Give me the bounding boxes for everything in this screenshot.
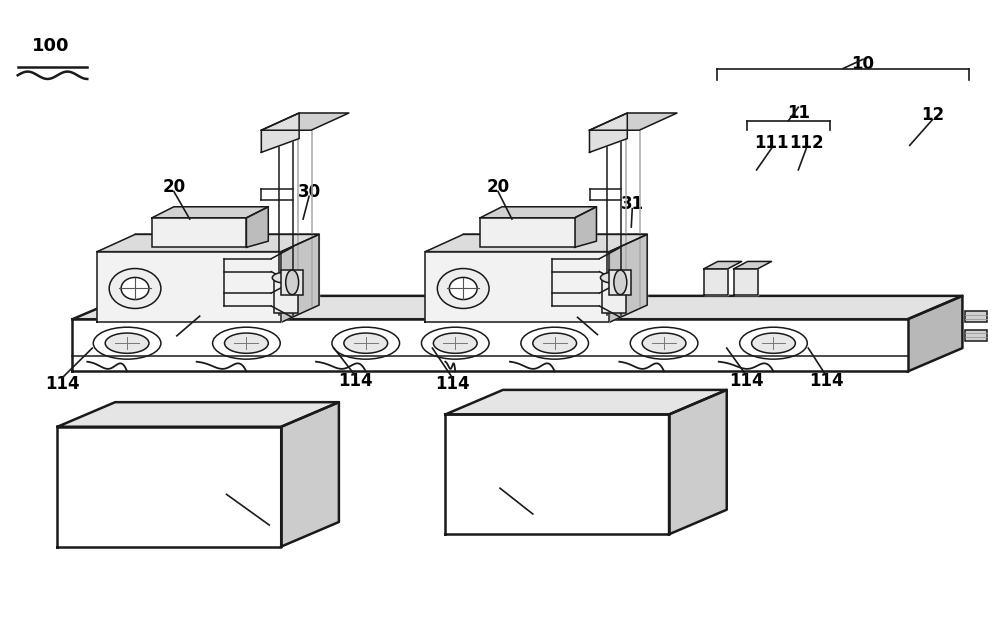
Text: 114: 114 — [809, 371, 843, 389]
Ellipse shape — [630, 327, 698, 359]
Text: 114: 114 — [338, 371, 373, 389]
Polygon shape — [609, 270, 631, 294]
Ellipse shape — [344, 333, 388, 353]
Polygon shape — [445, 390, 727, 414]
Polygon shape — [261, 113, 349, 130]
Text: 11: 11 — [787, 104, 810, 122]
Polygon shape — [609, 234, 647, 322]
Text: 20: 20 — [486, 178, 510, 196]
Text: 114: 114 — [45, 374, 80, 392]
Ellipse shape — [752, 333, 795, 353]
Polygon shape — [425, 234, 647, 252]
Text: 10: 10 — [851, 55, 874, 73]
Text: 114: 114 — [159, 332, 194, 350]
Polygon shape — [261, 113, 299, 153]
Ellipse shape — [225, 333, 268, 353]
Ellipse shape — [433, 333, 477, 353]
Polygon shape — [908, 296, 962, 371]
Polygon shape — [590, 113, 627, 153]
Ellipse shape — [614, 270, 627, 294]
Ellipse shape — [109, 268, 161, 309]
Text: 40: 40 — [258, 522, 281, 540]
Text: 40: 40 — [521, 510, 544, 528]
Text: 111: 111 — [754, 134, 789, 152]
Polygon shape — [734, 262, 771, 269]
Polygon shape — [281, 402, 339, 547]
Text: 114: 114 — [435, 374, 470, 392]
Ellipse shape — [272, 272, 300, 283]
Text: 114: 114 — [729, 371, 764, 389]
Ellipse shape — [332, 327, 400, 359]
Polygon shape — [135, 234, 319, 305]
Text: 31: 31 — [621, 195, 644, 213]
Polygon shape — [281, 270, 303, 294]
Text: 114: 114 — [580, 330, 615, 348]
Polygon shape — [965, 330, 987, 341]
Ellipse shape — [740, 327, 807, 359]
Polygon shape — [152, 207, 268, 218]
Polygon shape — [734, 269, 758, 294]
Polygon shape — [463, 234, 647, 305]
Ellipse shape — [449, 277, 477, 299]
Polygon shape — [590, 113, 677, 130]
Polygon shape — [669, 390, 727, 534]
Ellipse shape — [105, 333, 149, 353]
Polygon shape — [97, 252, 281, 322]
Polygon shape — [246, 207, 268, 247]
Polygon shape — [274, 280, 298, 313]
Ellipse shape — [533, 333, 577, 353]
Text: 100: 100 — [32, 37, 69, 55]
Ellipse shape — [213, 327, 280, 359]
Text: 30: 30 — [298, 183, 321, 201]
Polygon shape — [445, 414, 669, 534]
Polygon shape — [57, 402, 339, 427]
Ellipse shape — [437, 268, 489, 309]
Polygon shape — [425, 252, 609, 322]
Ellipse shape — [600, 272, 628, 283]
Ellipse shape — [421, 327, 489, 359]
Text: 112: 112 — [789, 134, 824, 152]
Polygon shape — [704, 269, 728, 294]
Polygon shape — [72, 319, 908, 371]
Polygon shape — [152, 218, 246, 247]
Ellipse shape — [286, 270, 299, 294]
Text: 12: 12 — [921, 105, 944, 123]
Polygon shape — [965, 311, 987, 322]
Ellipse shape — [521, 327, 589, 359]
Ellipse shape — [93, 327, 161, 359]
Polygon shape — [57, 427, 281, 547]
Polygon shape — [480, 218, 575, 247]
Polygon shape — [72, 296, 962, 319]
Polygon shape — [602, 280, 626, 313]
Polygon shape — [480, 207, 596, 218]
Polygon shape — [281, 234, 319, 322]
Polygon shape — [704, 262, 742, 269]
Polygon shape — [97, 234, 319, 252]
Text: 20: 20 — [162, 178, 185, 196]
Polygon shape — [575, 207, 596, 247]
Ellipse shape — [642, 333, 686, 353]
Ellipse shape — [121, 277, 149, 299]
